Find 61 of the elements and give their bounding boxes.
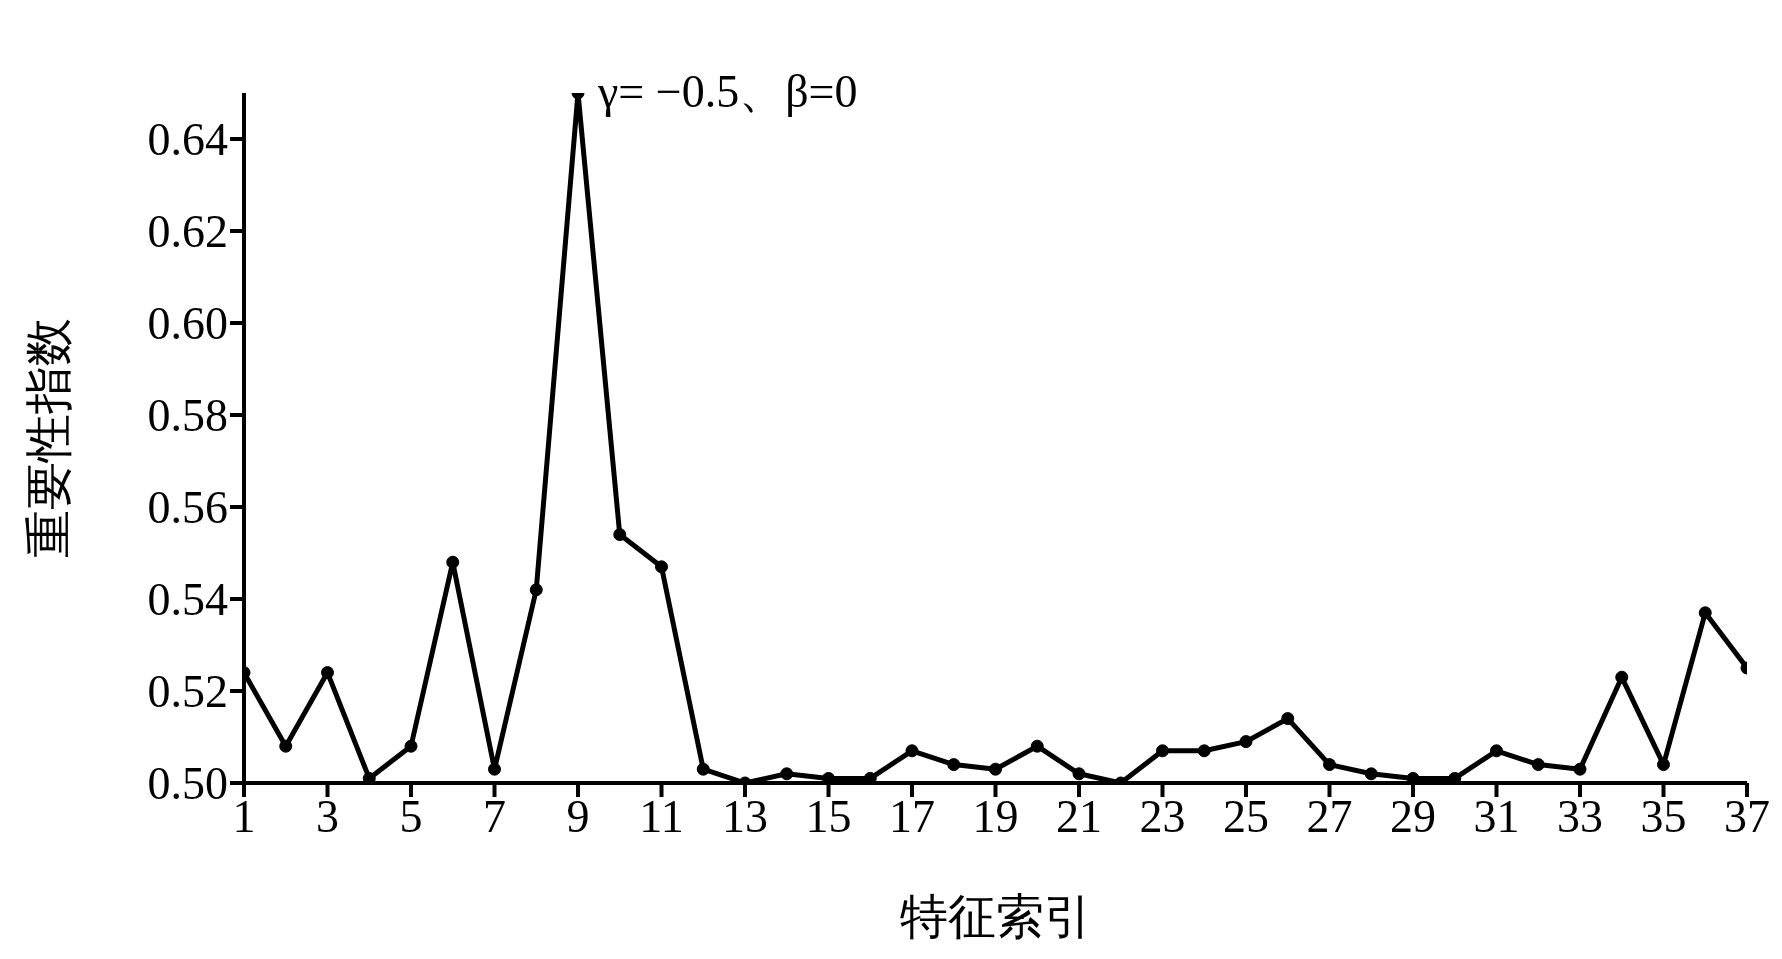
x-tick-label: 1	[232, 790, 256, 842]
point	[1239, 735, 1253, 749]
point	[1072, 767, 1086, 781]
x-tick-label: 15	[805, 790, 852, 842]
point	[863, 771, 877, 783]
point	[1406, 771, 1420, 783]
point	[947, 758, 961, 772]
x-tick-label: 25	[1223, 790, 1269, 842]
x-tick-label: 9	[566, 790, 590, 842]
point	[613, 528, 627, 542]
point	[362, 771, 376, 783]
x-tick-label: 5	[399, 790, 423, 842]
x-tick-label: 35	[1640, 790, 1687, 842]
x-tick-label: 3	[316, 790, 339, 842]
point	[1615, 670, 1629, 684]
x-axis-title: 特征索引	[899, 890, 1092, 943]
y-tick-label: 0.62	[147, 206, 228, 258]
x-tick-label: 11	[639, 790, 684, 842]
point	[279, 739, 293, 753]
point	[1448, 771, 1462, 783]
point	[696, 762, 710, 776]
point	[1156, 744, 1169, 758]
point	[1573, 762, 1587, 776]
point	[446, 555, 460, 569]
x-tick-label: 17	[889, 790, 935, 842]
x-tick-label: 13	[722, 790, 768, 842]
point	[1364, 767, 1378, 781]
y-tick-label: 0.60	[147, 298, 228, 350]
annotation: γ= −0.5、β=0	[597, 66, 858, 117]
point	[1030, 739, 1044, 753]
x-tick-label: 37	[1724, 790, 1770, 842]
point	[1281, 712, 1295, 726]
point	[1698, 606, 1712, 620]
x-tick-label: 23	[1139, 790, 1186, 842]
y-tick-label: 0.52	[147, 666, 228, 718]
y-tick-label: 0.54	[147, 574, 228, 626]
x-tick-label: 33	[1557, 790, 1603, 842]
x-tick-label: 29	[1390, 790, 1436, 842]
point	[1490, 744, 1503, 758]
point	[655, 560, 668, 574]
y-tick-label: 0.56	[147, 482, 228, 534]
x-tick-label: 7	[483, 790, 506, 842]
point	[905, 744, 919, 758]
y-tick-label: 0.50	[147, 758, 228, 810]
x-tick-label: 21	[1056, 790, 1102, 842]
point	[1531, 758, 1545, 772]
point	[780, 767, 794, 781]
point	[1197, 744, 1211, 758]
point	[488, 762, 501, 776]
point	[989, 762, 1002, 776]
y-axis-title: 重要性指数	[22, 318, 76, 558]
point	[404, 739, 418, 753]
point	[321, 666, 334, 680]
point	[1323, 758, 1336, 772]
x-tick-label: 31	[1473, 790, 1520, 842]
y-tick-label: 0.64	[147, 114, 228, 166]
y-tick-label: 0.58	[147, 390, 228, 442]
point	[1657, 758, 1670, 772]
x-tick-label: 19	[972, 790, 1019, 842]
point	[529, 583, 543, 597]
x-tick-label: 27	[1306, 790, 1353, 842]
